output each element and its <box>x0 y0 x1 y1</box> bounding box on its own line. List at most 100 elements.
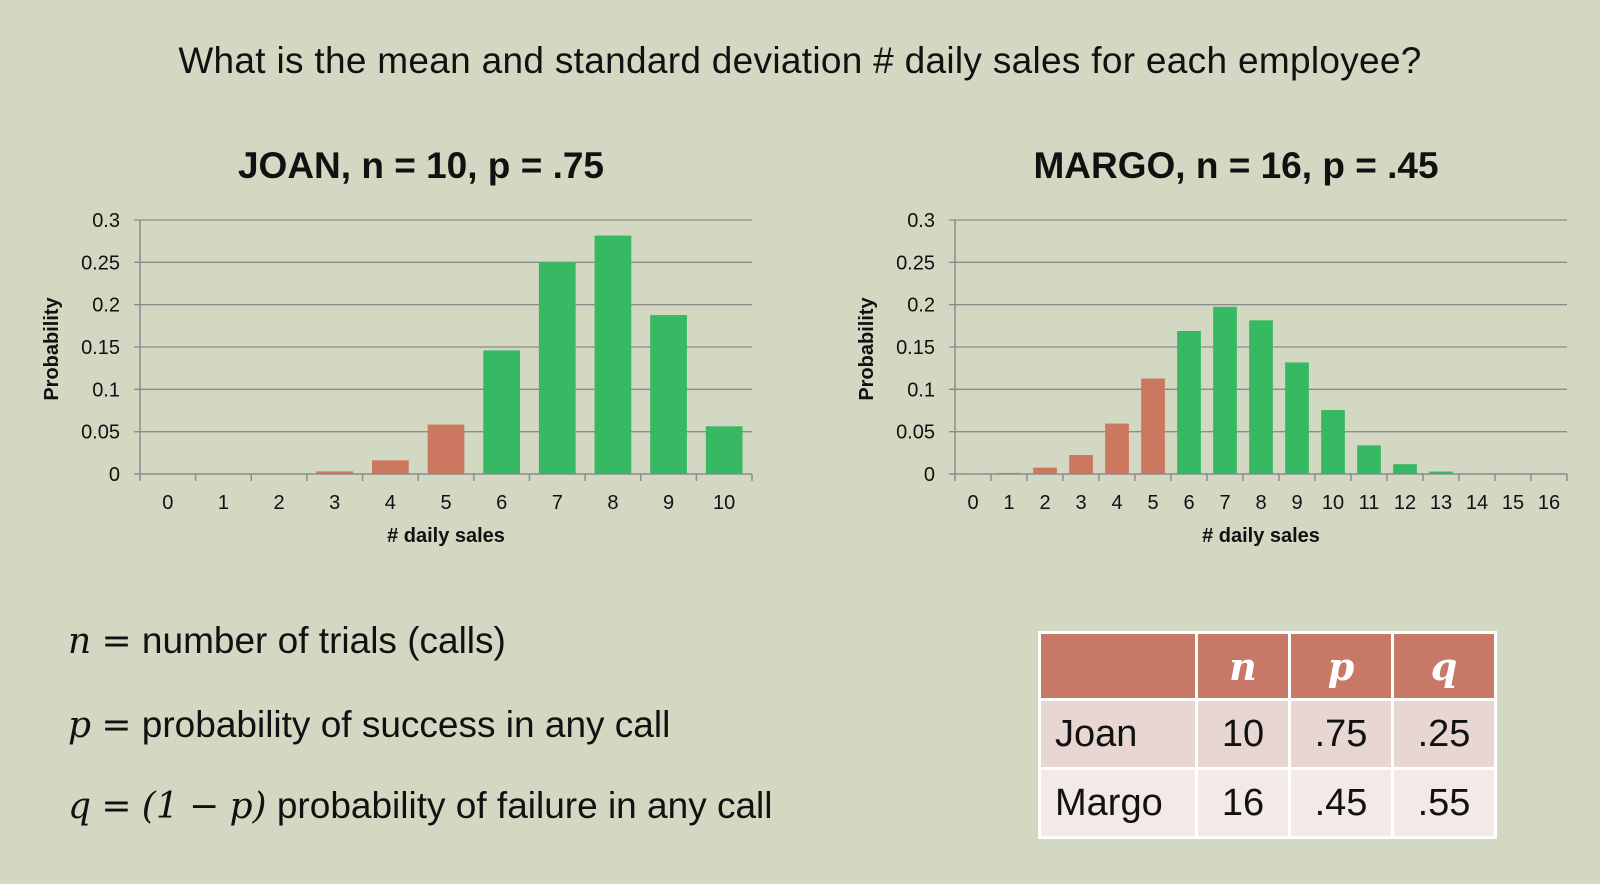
cell-n: 16 <box>1195 767 1291 839</box>
margo-bar-12 <box>1393 464 1417 474</box>
margo-x-tick-label: 16 <box>1538 492 1560 514</box>
cell-q: .55 <box>1391 767 1497 839</box>
margo-x-tick-label: 1 <box>1003 492 1014 514</box>
row-name: Margo <box>1038 767 1198 839</box>
joan-x-tick-label: 6 <box>496 492 507 514</box>
joan-chart-svg: JOAN, n = 10, p = .75 0 0.05 0.1 0.15 0.2 0.25… <box>41 145 753 547</box>
table-row: Joan 10 .75 .25 <box>1038 698 1497 770</box>
joan-x-tick-label: 7 <box>552 492 563 514</box>
joan-y-tick-label: 0.3 <box>92 210 120 232</box>
joan-y-tick-label: 0.2 <box>92 295 120 317</box>
joan-y-tick-label: 0 <box>109 464 120 486</box>
margo-bar-9 <box>1285 362 1309 474</box>
margo-y-axis-label: Probability <box>856 296 878 400</box>
margo-x-tick-label: 0 <box>967 492 978 514</box>
table-row: Margo 16 .45 .55 <box>1038 767 1497 839</box>
margo-bar-10 <box>1321 409 1345 474</box>
margo-x-tick-label: 4 <box>1111 492 1122 514</box>
margo-bar-1 <box>997 472 1021 474</box>
joan-bar-9 <box>650 315 687 474</box>
close-paren: ) <box>252 786 267 827</box>
margo-x-tick-label: 10 <box>1322 492 1344 514</box>
margo-x-tick-label: 7 <box>1219 492 1230 514</box>
joan-bar-7 <box>538 262 576 474</box>
joan-y-axis-label: Probability <box>41 296 63 400</box>
margo-bar-7 <box>1213 306 1237 474</box>
joan-chart-title: JOAN, n = 10, p = .75 <box>238 145 604 186</box>
joan-y-tick-label: 0.1 <box>92 379 120 401</box>
row-name: Joan <box>1038 698 1198 770</box>
margo-bar-3 <box>1069 455 1093 474</box>
joan-x-tick-label: 9 <box>663 492 674 514</box>
joan-chart: JOAN, n = 10, p = .75 0 0.05 0.1 0.15 0.2 0.25… <box>30 140 760 565</box>
symbol-p-in-q: p <box>229 786 253 827</box>
margo-chart-title: MARGO, n = 16, p = .45 <box>1033 145 1438 186</box>
header-q: q <box>1391 631 1497 701</box>
one: 1 <box>155 786 179 827</box>
margo-x-axis-label: # daily sales <box>1202 525 1320 547</box>
parameters-table: n p q Joan 10 .75 .25 Margo 16 .45 .55 <box>1038 631 1497 839</box>
margo-y-tick-label: 0.3 <box>907 210 935 232</box>
header-p: p <box>1288 631 1394 701</box>
equals-sign: = <box>101 705 132 746</box>
margo-y-tick-label: 0.25 <box>896 252 935 274</box>
joan-x-axis-label: # daily sales <box>387 525 505 547</box>
margo-x-tick-label: 11 <box>1359 492 1380 514</box>
margo-x-tick-label: 9 <box>1291 492 1302 514</box>
definition-n: n = number of trials (calls) <box>68 620 506 662</box>
minus-sign: − <box>189 786 220 827</box>
equals-sign: = <box>101 621 132 662</box>
joan-bar-6 <box>483 350 520 474</box>
margo-x-tick-label: 5 <box>1147 492 1158 514</box>
definition-p: p = probability of success in any call <box>68 704 670 746</box>
margo-x-tick-label: 15 <box>1502 492 1524 514</box>
header-blank <box>1038 631 1198 701</box>
margo-bar-4 <box>1105 423 1129 474</box>
joan-bar-5 <box>427 424 465 474</box>
joan-y-tick-label: 0.25 <box>81 252 120 274</box>
margo-bar-2 <box>1033 467 1057 474</box>
margo-x-tick-label: 3 <box>1075 492 1086 514</box>
definition-q-text: probability of failure in any call <box>276 785 773 826</box>
joan-bar-3 <box>316 471 354 474</box>
symbol-n: n <box>68 621 92 662</box>
margo-y-tick-label: 0.05 <box>896 422 935 444</box>
margo-y-tick-label: 0 <box>924 464 935 486</box>
definition-q: q = (1 − p) probability of failure in an… <box>68 785 773 827</box>
margo-bar-5 <box>1141 378 1165 474</box>
margo-x-tick-label: 13 <box>1430 492 1452 514</box>
cell-q: .25 <box>1391 698 1497 770</box>
symbol-q: q <box>68 786 92 827</box>
header-n: n <box>1195 631 1291 701</box>
margo-x-tick-label: 12 <box>1394 492 1416 514</box>
margo-bar-11 <box>1357 445 1381 474</box>
joan-y-tick-label: 0.05 <box>81 422 120 444</box>
joan-x-tick-label: 1 <box>218 492 229 514</box>
joan-bar-8 <box>594 235 632 474</box>
margo-bar-8 <box>1249 320 1273 474</box>
margo-x-tick-label: 14 <box>1466 492 1488 514</box>
margo-bar-6 <box>1177 330 1201 474</box>
joan-x-tick-label: 10 <box>713 492 735 514</box>
margo-y-tick-label: 0.2 <box>907 295 935 317</box>
definition-n-text: number of trials (calls) <box>141 620 506 661</box>
open-paren: ( <box>141 786 156 827</box>
margo-chart: MARGO, n = 16, p = .45 0 0.05 0.1 0.15 0.2 0.2… <box>845 140 1575 565</box>
margo-x-tick-label: 2 <box>1039 492 1050 514</box>
symbol-p: p <box>68 705 92 746</box>
margo-bar-13 <box>1429 471 1453 474</box>
joan-x-tick-label: 0 <box>162 492 173 514</box>
joan-bar-4 <box>372 460 409 474</box>
joan-y-tick-label: 0.15 <box>81 337 120 359</box>
definition-p-text: probability of success in any call <box>141 704 671 745</box>
cell-p: .75 <box>1288 698 1394 770</box>
margo-y-tick-label: 0.1 <box>907 379 935 401</box>
margo-x-tick-label: 6 <box>1183 492 1194 514</box>
margo-y-tick-label: 0.15 <box>896 337 935 359</box>
joan-x-tick-label: 3 <box>329 492 340 514</box>
margo-x-tick-label: 8 <box>1255 492 1266 514</box>
margo-chart-svg: MARGO, n = 16, p = .45 0 0.05 0.1 0.15 0.2 0.2… <box>856 145 1568 547</box>
cell-n: 10 <box>1195 698 1291 770</box>
cell-p: .45 <box>1288 767 1394 839</box>
equals-sign: = <box>101 786 132 827</box>
